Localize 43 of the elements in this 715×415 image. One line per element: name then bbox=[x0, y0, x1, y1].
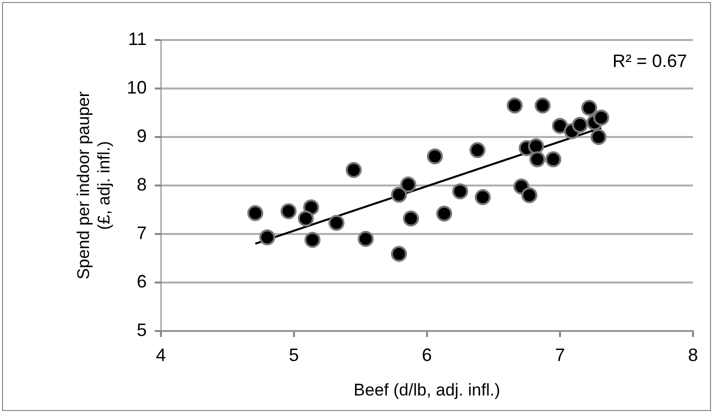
point bbox=[528, 138, 544, 154]
point bbox=[590, 129, 607, 145]
annotation: R² = 0.67 bbox=[612, 50, 687, 71]
x-tick-label: 6 bbox=[422, 344, 432, 365]
x-axis-title: Beef (d/lb, adj. infl.) bbox=[354, 380, 500, 400]
point bbox=[581, 100, 598, 116]
point bbox=[402, 210, 419, 226]
point bbox=[545, 151, 562, 168]
point bbox=[247, 205, 264, 222]
y-tick-label: 8 bbox=[136, 174, 147, 194]
point bbox=[521, 187, 538, 204]
point bbox=[534, 97, 551, 114]
y-tick-label: 6 bbox=[136, 271, 147, 292]
point bbox=[529, 151, 546, 168]
point bbox=[552, 118, 568, 134]
point bbox=[426, 148, 443, 164]
point bbox=[298, 210, 314, 226]
point bbox=[474, 189, 491, 206]
point bbox=[572, 116, 588, 133]
point bbox=[280, 203, 297, 220]
x-tick-label: 8 bbox=[688, 344, 698, 365]
y-tick-label: 10 bbox=[126, 77, 147, 98]
y-tick-label: 11 bbox=[128, 28, 147, 49]
point bbox=[346, 162, 362, 178]
point bbox=[259, 229, 276, 246]
x-tick-label: 4 bbox=[156, 344, 166, 365]
point bbox=[469, 142, 486, 158]
point bbox=[506, 97, 523, 114]
point bbox=[400, 176, 416, 193]
x-tick-label: 7 bbox=[554, 344, 565, 365]
point bbox=[593, 110, 610, 126]
y-axis-title: Spend per indoor pauper (£, adj. infl.) bbox=[74, 91, 114, 280]
y-tick-label: 9 bbox=[136, 126, 147, 146]
point bbox=[358, 230, 374, 247]
point bbox=[328, 214, 344, 231]
point bbox=[436, 206, 452, 222]
x-tick-label: 5 bbox=[288, 344, 299, 365]
point bbox=[390, 246, 407, 262]
point bbox=[390, 186, 407, 203]
y-tick-label: 7 bbox=[136, 222, 147, 243]
point bbox=[304, 232, 320, 248]
point bbox=[452, 183, 468, 200]
y-tick-label: 5 bbox=[136, 320, 147, 340]
